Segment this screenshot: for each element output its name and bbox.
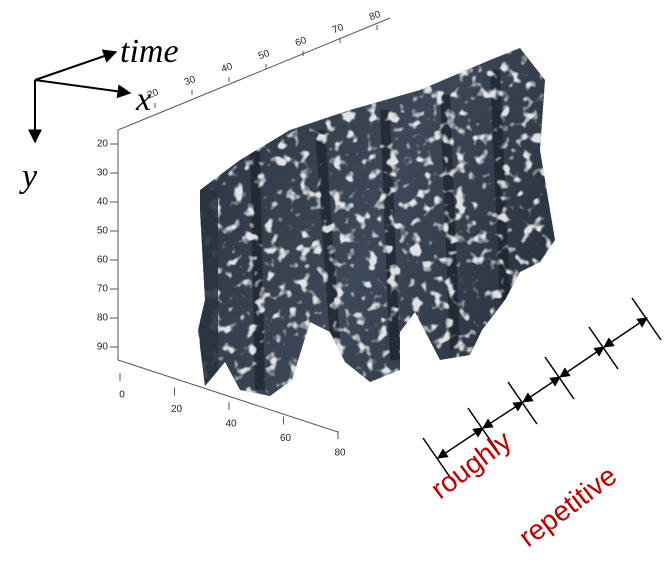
left-tick-label: 60 (97, 255, 109, 266)
top-tick-label: 30 (183, 74, 198, 88)
figure: time x y roughly repetitive 20304050607 (0, 0, 666, 565)
top-tick-label: 80 (368, 9, 383, 23)
left-tick-label: 40 (97, 197, 109, 208)
left-tick-label: 80 (97, 313, 109, 324)
left-tick-label: 50 (97, 226, 109, 237)
bottom-tick-label: 60 (280, 433, 292, 444)
y-label: y (19, 158, 38, 195)
annotation-repetitive: repetitive (513, 460, 622, 553)
left-tick-label: 90 (97, 342, 109, 353)
top-tick-label: 70 (331, 22, 346, 36)
space-time-volume (190, 40, 570, 410)
time-label: time (120, 33, 179, 70)
bottom-tick-label: 20 (171, 404, 183, 415)
left-tick-label: 20 (97, 139, 109, 150)
bottom-tick-label: 80 (334, 448, 346, 459)
top-tick-label: 50 (257, 48, 272, 62)
top-tick-label: 40 (220, 61, 235, 75)
bottom-tick-label: 0 (119, 390, 125, 401)
top-tick-label: 60 (294, 35, 309, 49)
top-tick-label: 20 (146, 87, 161, 101)
left-tick-label: 30 (97, 168, 109, 179)
left-tick-label: 70 (97, 284, 109, 295)
bottom-tick-label: 40 (225, 419, 237, 430)
